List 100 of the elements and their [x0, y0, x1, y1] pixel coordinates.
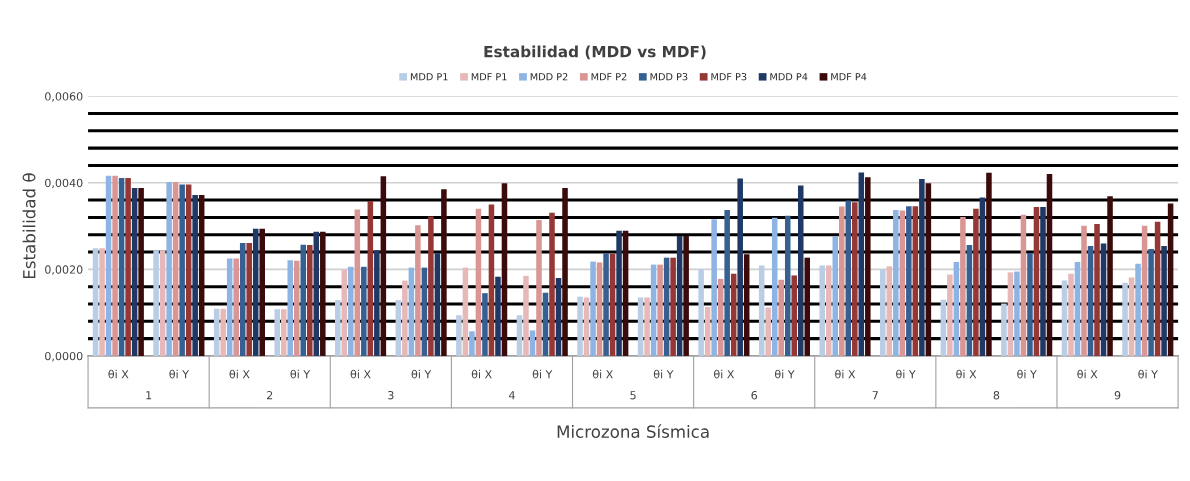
- bar: [138, 187, 144, 356]
- bar: [166, 181, 172, 356]
- text: 7: [872, 391, 878, 400]
- bar: [239, 242, 246, 356]
- bar: [966, 245, 973, 356]
- bar: [421, 267, 428, 356]
- y-tick-label: 0,0020: [45, 265, 83, 275]
- bar: [683, 236, 689, 356]
- bar: [131, 187, 138, 356]
- bar: [313, 231, 320, 356]
- bar: [153, 250, 159, 356]
- bar: [198, 194, 205, 356]
- x-axis-title: Microzona Sísmica: [557, 424, 709, 438]
- x-tick-label: θi Y: [653, 369, 674, 379]
- x-tick-label: θi X: [108, 369, 129, 379]
- bar: [737, 178, 743, 356]
- bar: [562, 187, 568, 356]
- bar: [743, 254, 750, 356]
- bar: [804, 257, 811, 356]
- y-tick-label: 0,0040: [45, 178, 83, 189]
- bar: [280, 309, 287, 356]
- bar: [415, 225, 421, 356]
- bar: [616, 230, 622, 356]
- text: 2: [267, 391, 273, 400]
- bar: [1014, 271, 1020, 356]
- bar: [1081, 225, 1087, 356]
- bar: [542, 292, 549, 356]
- bar: [893, 210, 899, 356]
- bar: [778, 279, 784, 356]
- bar: [192, 194, 198, 356]
- bar: [1027, 252, 1033, 356]
- bar: [529, 330, 536, 356]
- bar: [596, 262, 603, 356]
- bar: [252, 228, 259, 356]
- bar: [402, 280, 408, 356]
- bar: [1141, 225, 1148, 356]
- x-tick-label: θi Y: [290, 369, 311, 379]
- bar: [213, 308, 220, 356]
- bar: [1154, 221, 1161, 356]
- x-tick-label: θi X: [229, 369, 250, 379]
- bar: [577, 296, 583, 356]
- bar: [555, 278, 562, 356]
- bar: [832, 236, 839, 356]
- bar: [105, 175, 112, 356]
- bar: [456, 315, 462, 356]
- bar: [724, 210, 730, 356]
- bar: [953, 262, 960, 356]
- bar: [1167, 203, 1174, 356]
- bar: [475, 208, 482, 356]
- bar: [919, 178, 925, 356]
- bar: [172, 181, 179, 356]
- bar: [1020, 214, 1027, 356]
- bar: [717, 278, 724, 356]
- bar: [603, 253, 609, 356]
- bar: [233, 258, 239, 356]
- bar: [348, 266, 354, 356]
- bar: [1161, 245, 1167, 356]
- text: 6: [751, 391, 758, 400]
- bar: [698, 268, 704, 356]
- bar: [1007, 272, 1014, 356]
- bar: [1135, 263, 1141, 356]
- bar: [1040, 207, 1046, 356]
- bar: [1074, 262, 1081, 356]
- bar: [637, 297, 644, 356]
- text: 1: [146, 391, 152, 400]
- x-tick-label: θi Y: [1138, 369, 1158, 379]
- bar: [246, 242, 252, 356]
- legend-label: MDD P1: [410, 73, 448, 81]
- bar: [1128, 277, 1135, 356]
- bar: [657, 264, 663, 356]
- bar: [1148, 249, 1154, 356]
- bar: [791, 275, 798, 356]
- bar: [940, 299, 947, 356]
- x-tick-label: θi Y: [774, 369, 795, 379]
- bar: [185, 184, 192, 356]
- bar: [784, 215, 791, 356]
- x-tick-label: θi Y: [1017, 369, 1037, 379]
- bar: [300, 244, 307, 356]
- bar: [704, 307, 711, 356]
- x-tick-label: θi X: [835, 369, 856, 379]
- x-tick-label: θi X: [956, 369, 977, 379]
- bar: [663, 257, 670, 356]
- bar: [99, 248, 105, 356]
- bar: [287, 260, 294, 356]
- bar: [886, 266, 893, 356]
- bar: [408, 267, 415, 356]
- bar: [434, 253, 441, 356]
- bar: [865, 177, 871, 356]
- bar: [819, 265, 826, 356]
- bar: [469, 331, 475, 356]
- bar: [307, 245, 313, 356]
- text: 4: [508, 391, 515, 400]
- bar: [973, 208, 979, 356]
- bar: [1087, 245, 1094, 356]
- bar: [583, 297, 590, 356]
- bar: [112, 175, 118, 356]
- bar: [367, 200, 374, 356]
- bar: [92, 248, 99, 356]
- bar: [380, 176, 387, 356]
- bar: [482, 293, 488, 356]
